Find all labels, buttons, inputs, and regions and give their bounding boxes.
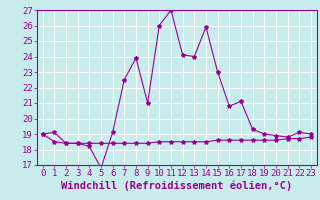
X-axis label: Windchill (Refroidissement éolien,°C): Windchill (Refroidissement éolien,°C): [61, 181, 292, 191]
